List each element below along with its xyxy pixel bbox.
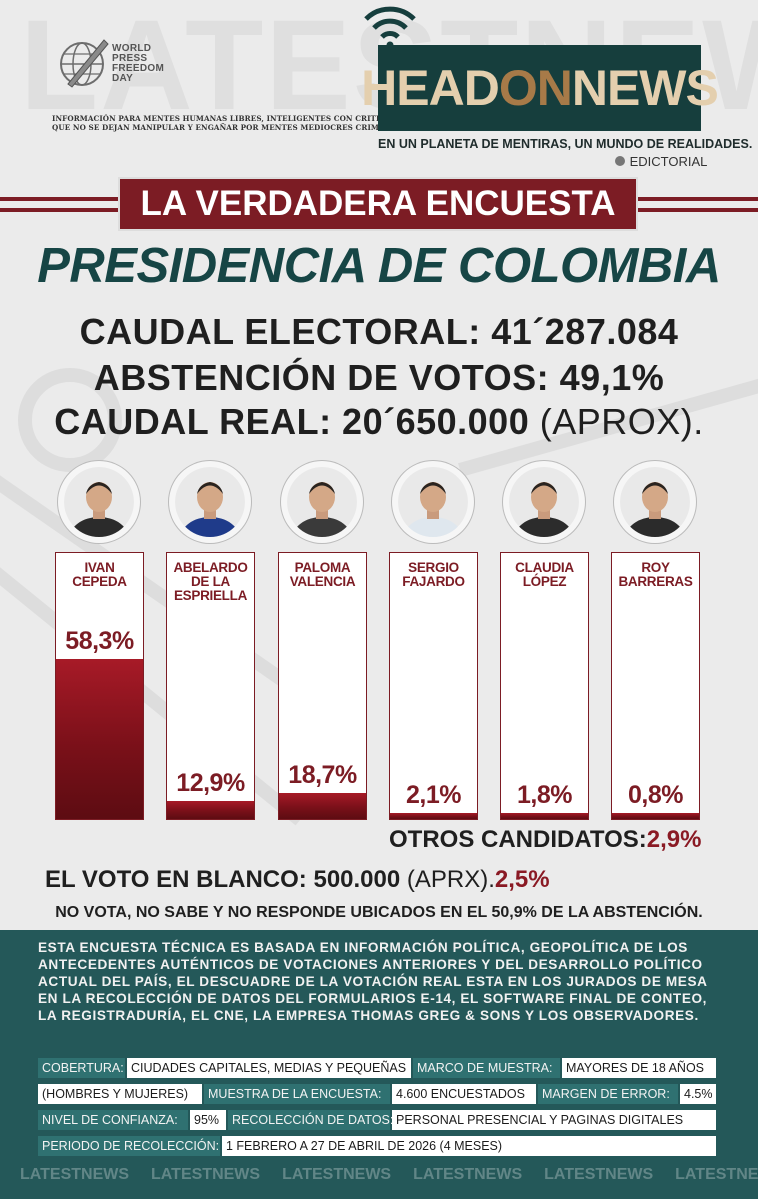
bar-value-label: 58,3% xyxy=(65,627,134,655)
bar xyxy=(501,813,588,819)
person-icon xyxy=(398,467,468,537)
brand-box: HEAD ON NEWS xyxy=(361,45,719,131)
person-icon xyxy=(175,467,245,537)
press-freedom-globe-icon xyxy=(60,39,109,88)
periodo-label: PERIODO DE RECOLECCIÓN: xyxy=(38,1136,220,1156)
edictorial-icon xyxy=(615,156,625,166)
periodo-value: 1 FEBRERO A 27 DE ABRIL DE 2026 (4 MESES… xyxy=(222,1136,716,1156)
blanco-value: 2,5% xyxy=(494,866,550,893)
wpfd-label: WORLD PRESS FREEDOM DAY xyxy=(112,43,165,84)
cobertura-label: COBERTURA: xyxy=(38,1058,125,1078)
broadcast-signal-icon xyxy=(364,6,416,49)
person-icon xyxy=(64,467,134,537)
bar-value-label: 1,8% xyxy=(517,781,572,809)
confianza-label: NIVEL DE CONFIANZA: xyxy=(38,1110,188,1130)
marco-value: MAYORES DE 18 AÑOS xyxy=(562,1058,716,1078)
candidate-name: ROY BARRERAS xyxy=(618,560,693,589)
no-vota-note: NO VOTA, NO SABE Y NO RESPONDE UBICADOS … xyxy=(55,904,703,921)
recoleccion-label: RECOLECCIÓN DE DATOS: xyxy=(228,1110,393,1130)
bar-value-label: 12,9% xyxy=(176,769,245,797)
survey-banner: LA VERDADERA ENCUESTA xyxy=(118,177,638,231)
bar-value-label: 0,8% xyxy=(628,781,683,809)
otros-candidatos: OTROS CANDIDATOS:2,9% xyxy=(389,826,702,853)
voto-en-blanco: EL VOTO EN BLANCO: 500.000 (APRX).2,5% xyxy=(45,866,550,893)
footer-watermark: LATESTNEWS LATESTNEWS LATESTNEWS LATESTNEWS… xyxy=(20,1166,758,1183)
muestra-value: 4.600 ENCUESTADOS xyxy=(392,1084,536,1104)
otros-value: 2,9% xyxy=(646,826,702,853)
muestra-label: MUESTRA DE LA ENCUESTA: xyxy=(204,1084,390,1104)
brand-slogan: EN UN PLANETA DE MENTIRAS, UN MUNDO DE R… xyxy=(378,137,753,151)
bar-column-ivan-cepeda: IVAN CEPEDA 58,3% xyxy=(55,552,144,820)
cobertura-value: CIUDADES CAPITALES, MEDIAS Y PEQUEÑAS xyxy=(127,1058,411,1078)
margen-value: 4.5% xyxy=(680,1084,716,1104)
marco-value-2: (HOMBRES Y MUJERES) xyxy=(38,1084,202,1104)
bar-column-sergio-fajardo: SERGIO FAJARDO 2,1% xyxy=(389,552,478,820)
caudal-real: CAUDAL REAL: 20´650.000 (APROX). xyxy=(54,401,704,442)
avatar-paloma-valencia xyxy=(281,461,363,543)
bar-column-roy-barreras: ROY BARRERAS 0,8% xyxy=(611,552,700,820)
candidate-name: SERGIO FAJARDO xyxy=(402,560,465,589)
caudal-real-note: (APROX). xyxy=(539,401,704,442)
abstencion-votos: ABSTENCIÓN DE VOTOS: 49,1% xyxy=(93,357,665,398)
bar-column-claudia-lopez: CLAUDIA LÓPEZ 1,8% xyxy=(500,552,589,820)
bar xyxy=(56,659,143,819)
bar xyxy=(612,813,699,819)
avatar-sergio-fajardo xyxy=(392,461,474,543)
bar-column-abelardo-de-la-espriella: ABELARDO DE LA ESPRIELLA 12,9% xyxy=(166,552,255,820)
confianza-value: 95% xyxy=(190,1110,226,1130)
candidate-name: IVAN CEPEDA xyxy=(72,560,127,589)
person-icon xyxy=(287,467,357,537)
brand-logo: HEAD ON NEWS xyxy=(361,60,719,116)
recoleccion-value: PERSONAL PRESENCIAL Y PAGINAS DIGITALES xyxy=(392,1110,716,1130)
person-icon xyxy=(509,467,579,537)
margen-label: MARGEN DE ERROR: xyxy=(538,1084,678,1104)
chart-title: PRESIDENCIA DE COLOMBIA xyxy=(37,239,721,293)
header-tagline: INFORMACIÓN PARA MENTES HUMANAS LIBRES, … xyxy=(52,114,411,132)
edictorial-label: EDICTORIAL xyxy=(614,154,707,169)
avatar-claudia-lopez xyxy=(503,461,585,543)
bar-column-paloma-valencia: PALOMA VALENCIA 18,7% xyxy=(278,552,367,820)
avatar-ivan-cepeda xyxy=(58,461,140,543)
marco-label: MARCO DE MUESTRA: xyxy=(413,1058,560,1078)
bar xyxy=(167,801,254,819)
bar xyxy=(279,793,366,819)
caudal-electoral: CAUDAL ELECTORAL: 41´287.084 xyxy=(79,311,679,352)
bar-value-label: 2,1% xyxy=(406,781,461,809)
candidate-name: ABELARDO DE LA ESPRIELLA xyxy=(173,560,248,603)
avatar-abelardo-de-la-espriella xyxy=(169,461,251,543)
candidate-name: PALOMA VALENCIA xyxy=(289,560,356,589)
candidate-name: CLAUDIA LÓPEZ xyxy=(515,560,574,589)
methodology-description: ESTA ENCUESTA TÉCNICA ES BASADA EN INFOR… xyxy=(38,940,708,1023)
person-icon xyxy=(620,467,690,537)
avatar-roy-barreras xyxy=(614,461,696,543)
bar-value-label: 18,7% xyxy=(288,761,357,789)
bar xyxy=(390,813,477,819)
